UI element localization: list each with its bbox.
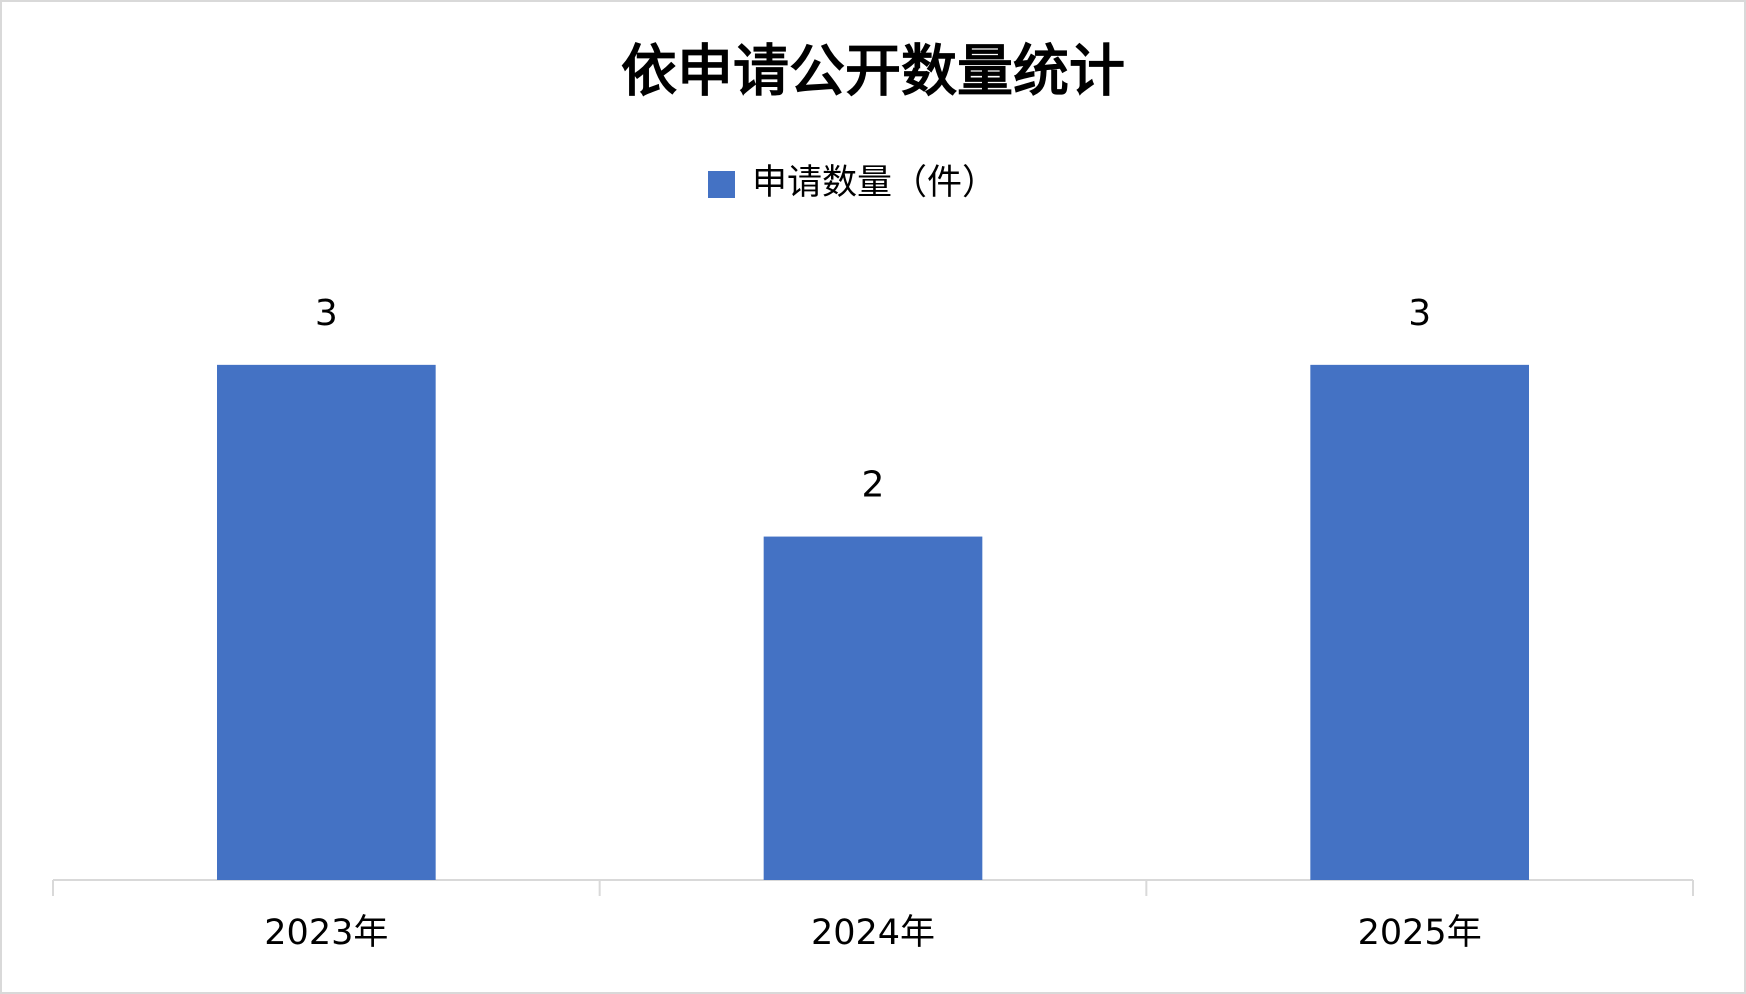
- value-label: 2: [862, 465, 885, 506]
- bar: [1310, 364, 1529, 880]
- value-label: 3: [1408, 293, 1431, 334]
- x-tick-label: 2025年: [1358, 913, 1482, 953]
- value-label: 3: [315, 293, 338, 334]
- bar: [217, 364, 436, 880]
- legend-label: 申请数量（件）: [752, 163, 997, 203]
- chart-title: 依申请公开数量统计: [621, 39, 1125, 105]
- x-tick-label: 2024年: [811, 913, 935, 953]
- x-tick-label: 2023年: [264, 913, 388, 953]
- legend-swatch: [708, 171, 735, 198]
- bar: [763, 536, 983, 880]
